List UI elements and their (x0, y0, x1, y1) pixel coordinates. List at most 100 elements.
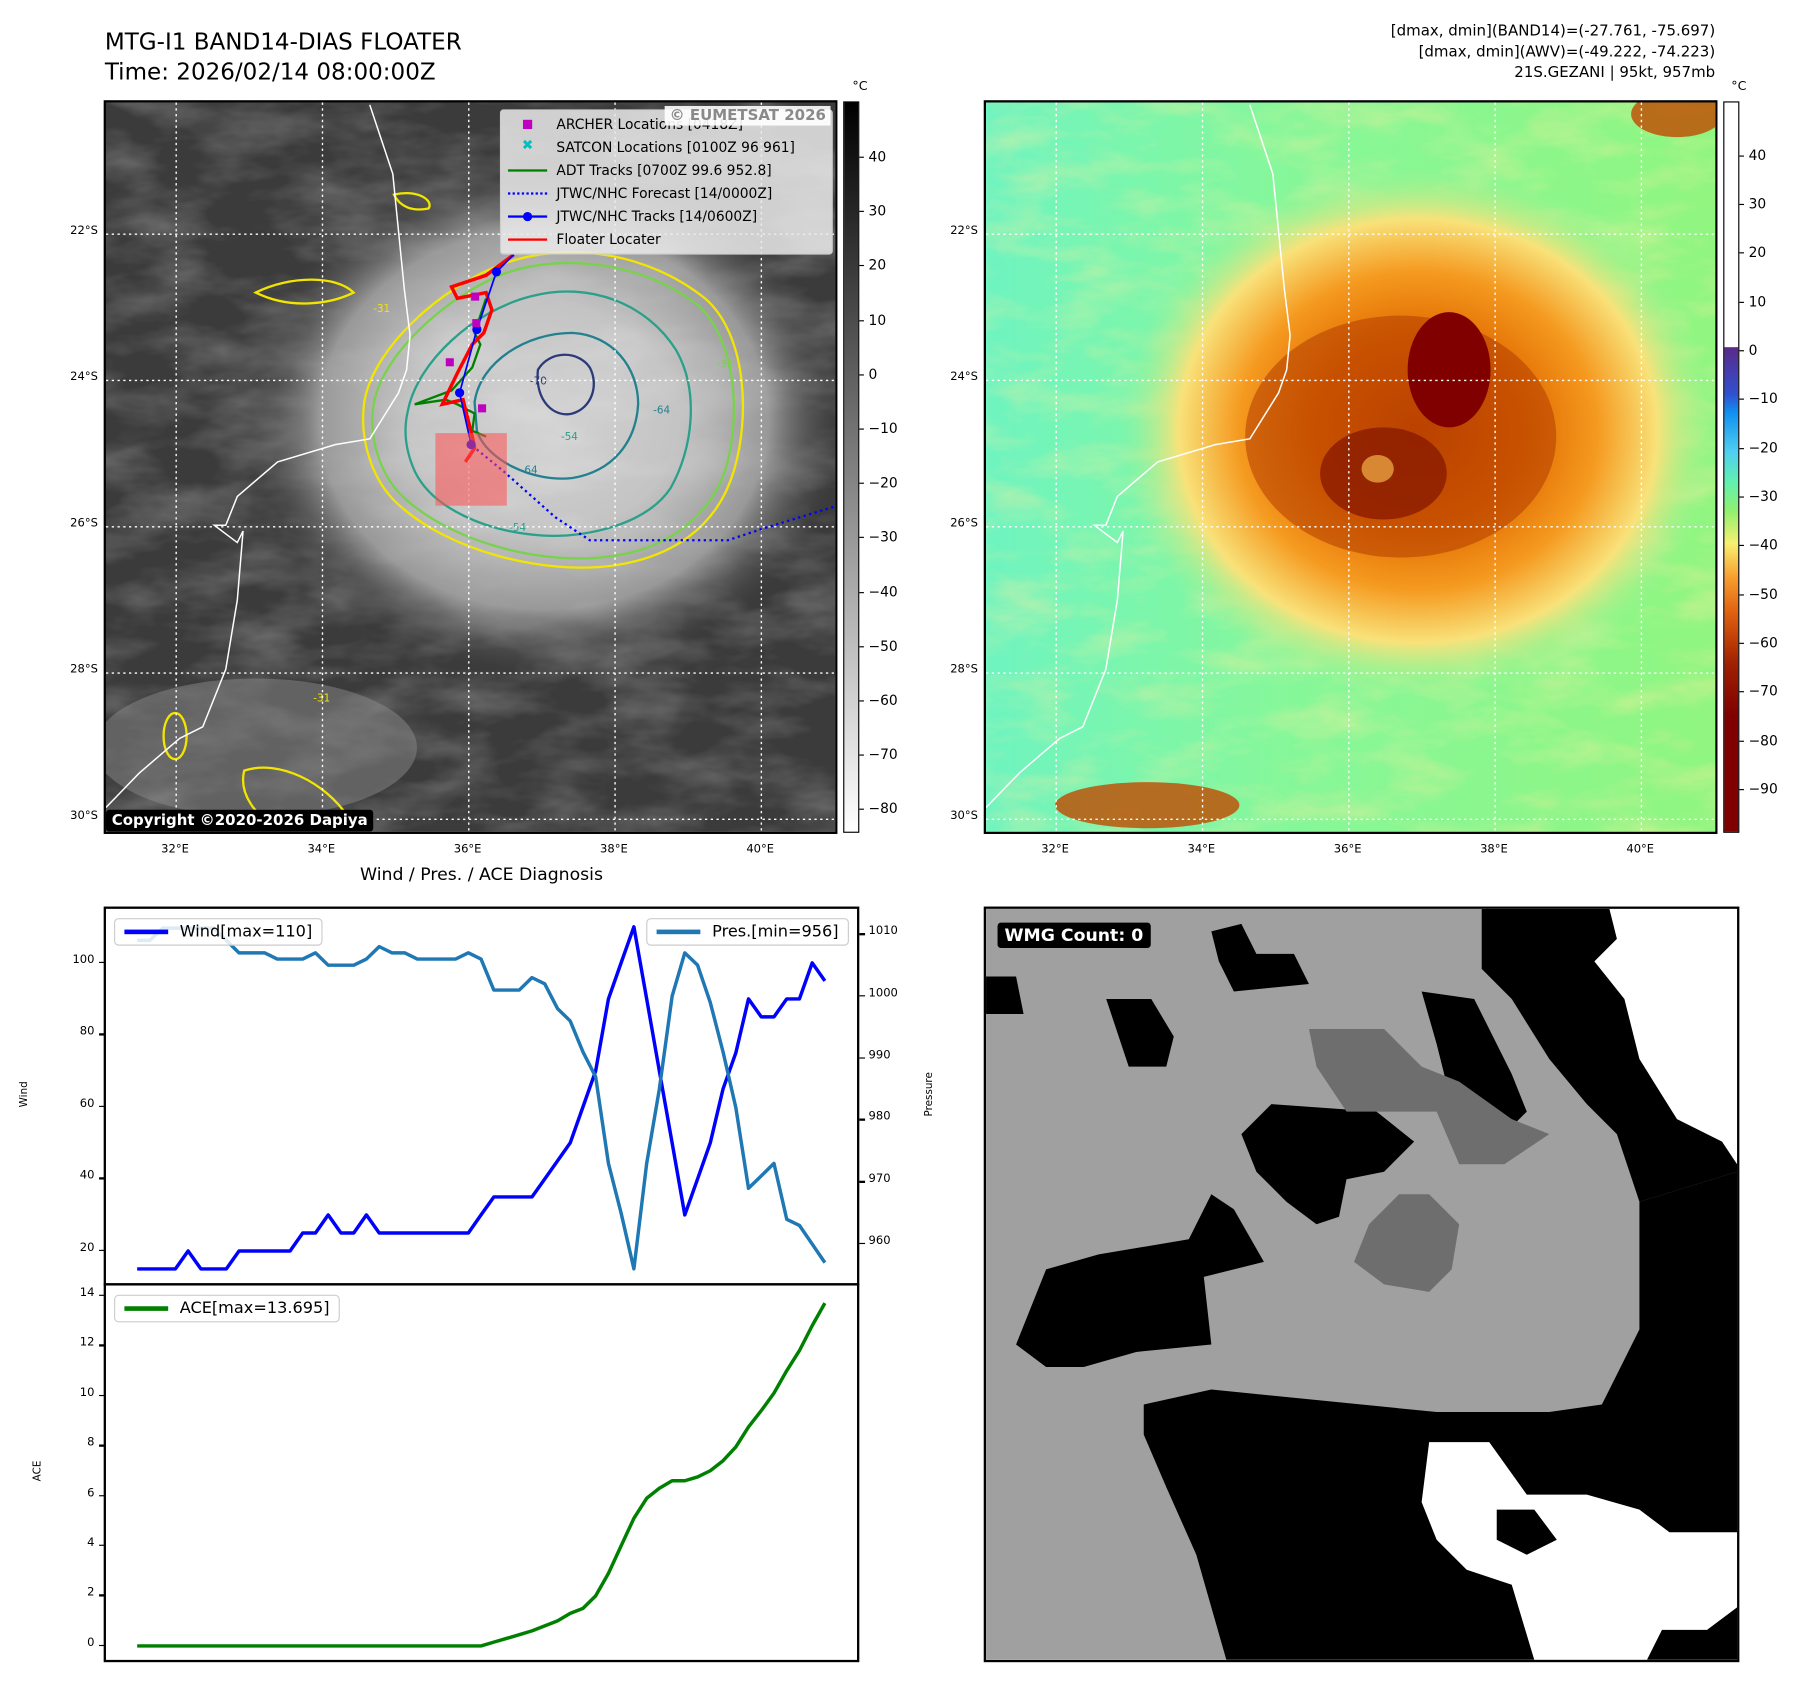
colorbar-tick-label: −40 (868, 583, 898, 600)
lon-label: 36°E (1333, 843, 1362, 856)
y-tick-mark (99, 1177, 105, 1180)
y-tick-label: 1000 (868, 986, 898, 1000)
colorbar-tick-label: −50 (868, 637, 898, 654)
colorbar-tick-mark (1739, 301, 1744, 303)
colorbar-tick-mark (1739, 447, 1744, 449)
ace-axis-label: ACE (32, 1460, 44, 1482)
stats-block: [dmax, dmin](BAND14)=(-27.761, -75.697) … (1391, 22, 1715, 84)
band14-range: [dmax, dmin](BAND14)=(-27.761, -75.697) (1390, 23, 1716, 41)
colorbar-tick-mark (859, 754, 864, 756)
eumetsat-watermark: © EUMETSAT 2026 (665, 105, 831, 126)
y-tick-mark (99, 1494, 105, 1497)
legend-label: ADT Tracks [0700Z 99.6 952.8] (556, 162, 772, 179)
lat-label: 22°S (950, 224, 978, 238)
ace-legend: ACE[max=13.695] (114, 1294, 340, 1323)
legend-label: JTWC/NHC Tracks [14/0600Z] (556, 208, 758, 225)
line-icon (124, 1306, 169, 1311)
y-tick-mark (859, 995, 866, 997)
y-tick-label: 40 (79, 1169, 95, 1183)
legend-label: SATCON Locations [0100Z 96 961] (556, 139, 795, 156)
colorbar-tick-label: 30 (1748, 195, 1767, 212)
y-tick-mark (859, 933, 866, 935)
colorbar-tick-mark (1739, 593, 1744, 596)
colorbar-tick-mark (1739, 203, 1744, 205)
lat-label: 30°S (70, 810, 98, 823)
y-tick-mark (99, 1344, 105, 1347)
x-marker-icon: ✖ (521, 137, 534, 154)
pressure-legend: Pres.[min=956] (646, 918, 849, 946)
wind-pressure-chart: Wind[max=110] Pres.[min=956] (103, 906, 860, 1286)
colorbar-tick-label: −80 (1748, 732, 1778, 749)
contour-label: -64 (521, 464, 538, 476)
jtwc-track-point (455, 388, 465, 398)
colorbar-tick-label: 20 (1748, 244, 1767, 261)
colorbar-tick-label: −50 (1748, 585, 1778, 602)
copyright-label: Copyright ©2020-2026 Dapiya (105, 809, 374, 832)
lat-label: 22°S (70, 224, 98, 238)
storm-info: 21S.GEZANI | 95kt, 957mb (1514, 64, 1716, 82)
legend-label: ACE[max=13.695] (179, 1299, 330, 1318)
colorbar-tick-mark (859, 156, 864, 158)
wmg-count-label: WMG Count: 0 (997, 922, 1151, 949)
archer-location (471, 292, 480, 301)
wmg-image (986, 908, 1738, 1660)
grayscale-colorbar (843, 101, 860, 833)
y-tick-mark (99, 1644, 105, 1647)
contour-label: -64 (653, 405, 670, 417)
lat-label: 24°S (70, 371, 98, 384)
colorbar-tick-label: −10 (868, 420, 898, 437)
y-tick-label: 20 (79, 1241, 95, 1255)
colorbar-tick-mark (859, 537, 864, 539)
colorbar-tick-mark (1739, 496, 1744, 498)
colorbar-tick-mark (1739, 740, 1744, 742)
y-tick-label: 6 (87, 1486, 95, 1500)
colorbar-tick-label: 10 (868, 311, 887, 328)
y-tick-label: 8 (87, 1436, 95, 1450)
ir-grayscale-map[interactable]: -31 -54 -64 -70 -54 -64 -31 -31 ARCHE (103, 100, 838, 834)
colorbar-tick-label: 0 (1748, 341, 1758, 359)
y-tick-label: 14 (79, 1286, 95, 1299)
legend-label: JTWC/NHC Forecast [14/0000Z] (556, 185, 773, 202)
line-icon (507, 165, 548, 177)
colorbar-tick-label: −60 (868, 692, 898, 709)
colorbar-tick-mark (859, 591, 864, 593)
archer-location (445, 358, 454, 367)
archer-location (478, 404, 487, 413)
colorbar-tick-mark (859, 808, 864, 811)
colorbar-tick-mark (859, 645, 864, 648)
colorbar-tick-label: −30 (1748, 488, 1778, 505)
legend-label: Wind[max=110] (179, 922, 313, 942)
colorbar-tick-mark (1739, 350, 1744, 352)
y-tick-mark (99, 1594, 105, 1597)
series-line-ace (137, 1302, 827, 1648)
y-tick-mark (99, 1544, 105, 1547)
y-tick-label: 960 (868, 1234, 891, 1248)
contour-label: -31 (313, 693, 330, 705)
line-icon (124, 929, 169, 935)
colorbar-tick-label: −40 (1748, 537, 1778, 554)
contour-label: -54 (509, 522, 526, 534)
colorbar-tick-label: −30 (868, 529, 898, 546)
legend-item-floater: Floater Locater (507, 228, 825, 251)
y-tick-label: 60 (79, 1097, 95, 1111)
y-tick-mark (99, 1444, 105, 1447)
y-tick-mark (99, 1394, 105, 1397)
y-tick-mark (859, 1242, 866, 1245)
colorbar-tick-label: −90 (1748, 780, 1778, 797)
wind-axis-label: Wind (18, 1081, 31, 1108)
lon-label: 36°E (453, 843, 482, 856)
wind-legend: Wind[max=110] (114, 918, 323, 946)
valid-time: Time: 2026/02/14 08:00:00Z (104, 57, 436, 86)
colorbar-tick-mark (859, 428, 864, 430)
y-tick-mark (859, 1118, 866, 1121)
colorbar-tick-mark (1739, 788, 1744, 791)
dotted-line-icon (507, 188, 548, 200)
y-tick-label: 10 (79, 1386, 95, 1400)
colorbar-tick-label: −70 (868, 746, 898, 763)
colorbar-tick-mark (859, 482, 864, 484)
color-colorbar (1723, 101, 1740, 833)
lon-label: 34°E (1187, 843, 1216, 856)
line-dot-icon (507, 211, 548, 223)
contour-label: -31 (716, 358, 733, 370)
ir-color-map[interactable] (983, 100, 1718, 834)
